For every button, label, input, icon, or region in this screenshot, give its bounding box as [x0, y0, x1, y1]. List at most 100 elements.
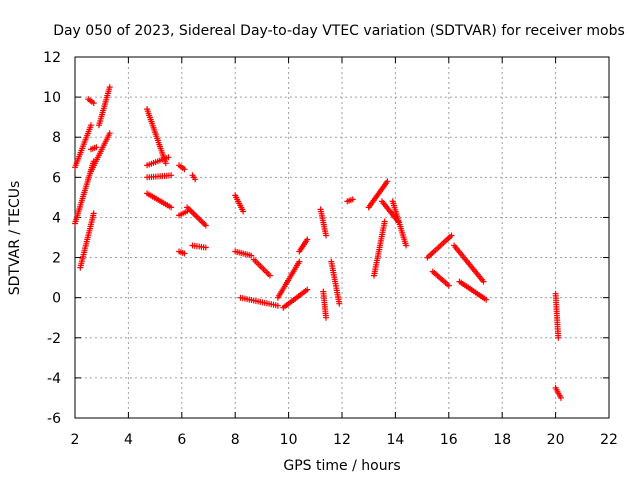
data-point-markers [424, 232, 455, 261]
data-point-markers [250, 256, 273, 279]
arc-s23 [296, 236, 311, 255]
y-tick-label: 2 [52, 251, 61, 267]
arc-s04 [88, 130, 113, 175]
data-point-markers [184, 204, 209, 229]
arc-s28 [344, 196, 356, 205]
arc-s13 [176, 162, 188, 173]
y-tick-label: 6 [52, 170, 61, 186]
data-point-markers [237, 294, 281, 309]
x-tick-label: 2 [71, 432, 80, 448]
y-tick-label: -2 [47, 331, 61, 347]
data-point-markers [456, 278, 490, 303]
data-point-markers [371, 218, 388, 279]
data-point-markers [280, 286, 311, 311]
arc-s07 [85, 96, 97, 107]
arc-s17 [189, 172, 199, 183]
axis-ticks [74, 56, 610, 419]
arc-s21 [237, 294, 281, 309]
arc-s03 [77, 210, 97, 271]
data-point-markers [176, 162, 188, 173]
data-point-markers [88, 144, 100, 153]
x-tick-label: 8 [231, 432, 240, 448]
arc-s29 [365, 178, 391, 211]
x-tick-label: 6 [177, 432, 186, 448]
data-point-markers [72, 122, 94, 171]
arc-s26 [328, 258, 343, 307]
arc-s34 [429, 268, 452, 289]
data-point-markers [144, 106, 169, 167]
arc-s33 [424, 232, 455, 261]
data-point-markers [317, 206, 329, 239]
arc-s37 [552, 290, 562, 341]
data-point-markers [365, 178, 391, 211]
y-tick-label: 12 [43, 50, 61, 66]
data-point-markers [320, 288, 329, 321]
data-point-markers [552, 384, 564, 401]
x-tick-label: 22 [600, 432, 618, 448]
data-point-markers [328, 258, 343, 307]
data-point-markers [296, 236, 311, 255]
arc-s12 [176, 208, 191, 219]
arc-s19 [232, 248, 255, 259]
y-tick-labels: -6 -4 -2 0 2 4 6 8 10 12 [43, 50, 61, 427]
arc-s06 [88, 144, 100, 153]
arc-s25 [317, 206, 329, 239]
data-point-markers [88, 130, 113, 175]
x-axis-label: GPS time / hours [283, 458, 400, 474]
data-point-markers [189, 172, 199, 183]
arc-s30 [371, 218, 388, 279]
x-tick-label: 16 [440, 432, 458, 448]
data-point-markers [274, 258, 303, 301]
data-point-markers [451, 242, 487, 285]
arc-s22 [274, 258, 303, 301]
data-points [72, 84, 564, 401]
y-axis-label: SDTVAR / TECUs [7, 181, 23, 296]
arc-s08 [144, 106, 169, 167]
arc-s01 [72, 122, 94, 171]
y-tick-label: 4 [52, 210, 61, 226]
x-tick-label: 14 [386, 432, 404, 448]
data-point-markers [232, 248, 255, 259]
arc-s10 [144, 172, 175, 181]
data-point-markers [232, 192, 247, 215]
arc-s05 [96, 84, 113, 129]
arc-s11 [144, 190, 175, 211]
arc-s32 [389, 198, 410, 249]
arc-s24 [280, 286, 311, 311]
arc-s16 [176, 248, 188, 257]
data-point-markers [552, 290, 562, 341]
x-tick-label: 20 [547, 432, 565, 448]
arc-s38 [552, 384, 564, 401]
arc-s14 [184, 204, 209, 229]
arc-s36 [456, 278, 490, 303]
data-point-markers [85, 96, 97, 107]
data-point-markers [429, 268, 452, 289]
arc-s15 [189, 242, 209, 251]
y-tick-label: -6 [47, 411, 61, 427]
data-point-markers [144, 172, 175, 181]
arc-s18 [232, 192, 247, 215]
arc-s27 [320, 288, 329, 321]
data-point-markers [389, 198, 410, 249]
x-tick-label: 4 [124, 432, 133, 448]
arc-s35 [451, 242, 487, 285]
x-tick-label: 18 [493, 432, 511, 448]
y-tick-label: 10 [43, 90, 61, 106]
data-point-markers [176, 208, 191, 219]
data-point-markers [144, 190, 175, 211]
chart-title: Day 050 of 2023, Sidereal Day-to-day VTE… [53, 23, 625, 39]
x-tick-labels: 2 4 6 8 10 12 14 16 18 20 22 [71, 432, 618, 448]
data-point-markers [189, 242, 209, 251]
y-tick-label: -4 [47, 371, 61, 387]
arc-s09 [144, 154, 172, 169]
grid [75, 57, 609, 418]
data-point-markers [77, 210, 97, 271]
x-tick-label: 10 [280, 432, 298, 448]
arc-s20 [250, 256, 273, 279]
data-point-markers [96, 84, 113, 129]
x-tick-label: 12 [333, 432, 351, 448]
data-point-markers [176, 248, 188, 257]
data-point-markers [344, 196, 356, 205]
data-point-markers [144, 154, 172, 169]
